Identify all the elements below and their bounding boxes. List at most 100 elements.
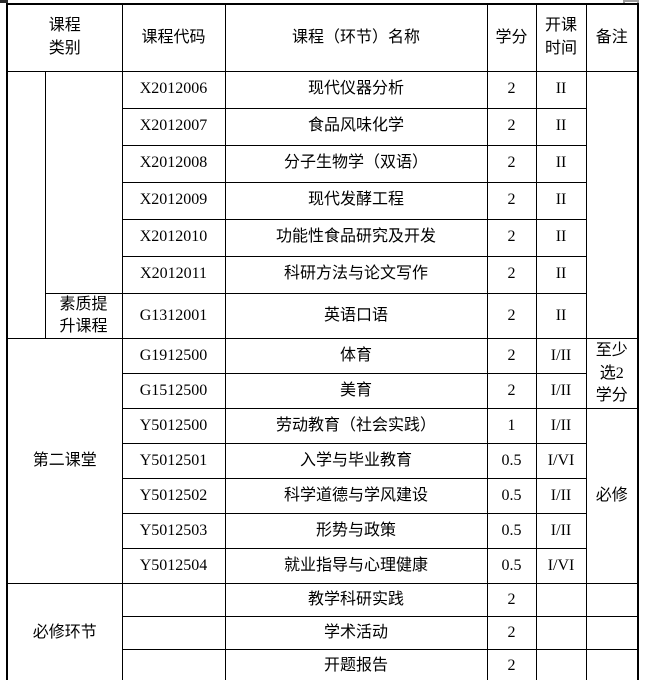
course-code-cell: Y5012501	[121, 443, 226, 480]
time-cell: II	[535, 144, 587, 183]
course-name-cell: 功能性食品研究及开发	[224, 218, 488, 257]
credits-cell: 2	[486, 292, 537, 340]
category-cell-second-classroom: 第二课堂	[6, 338, 123, 585]
credits-cell: 2	[486, 181, 537, 220]
table-row: 学术活动 2	[7, 616, 639, 651]
table-row: 素质提 升课程 G1312001 英语口语 2 II	[7, 292, 638, 340]
course-name-cell: 科研方法与论文写作	[224, 255, 488, 294]
credits-cell: 0.5	[486, 478, 537, 515]
credits-cell: 2	[486, 144, 537, 183]
credits-cell: 2	[486, 107, 537, 146]
header-credits: 学分	[486, 3, 537, 72]
time-cell: I/II	[535, 338, 587, 375]
course-code-cell: Y5012504	[121, 548, 226, 585]
course-name-cell: 劳动教育（社会实践）	[224, 408, 488, 445]
header-row: 课程 类别 课程代码 课程（环节）名称 学分 开课 时间 备注	[6, 3, 639, 72]
credits-cell: 1	[486, 408, 537, 445]
table-row: X2012010 功能性食品研究及开发 2 II	[7, 218, 638, 257]
credits-cell: 2	[486, 649, 537, 680]
credits-cell: 2	[486, 255, 537, 294]
table-row: Y5012502 科学道德与学风建设 0.5 I/II	[7, 478, 638, 515]
course-name-cell: 教学科研实践	[224, 583, 488, 618]
table-row: X2012006 现代仪器分析 2 II	[6, 70, 639, 340]
course-name-cell: 现代发酵工程	[224, 181, 488, 220]
table-row: X2012007 食品风味化学 2 II	[7, 107, 638, 146]
time-cell: II	[535, 255, 587, 294]
credits-cell: 2	[486, 218, 537, 257]
course-name-cell: 英语口语	[224, 292, 488, 340]
header-category: 课程 类别	[6, 3, 123, 72]
time-cell	[535, 649, 587, 680]
table-row: 第二课堂 G1912500 体育 2 I/II 至少 选2 学分	[6, 338, 639, 585]
table-row: Y5012504 就业指导与心理健康 0.5 I/VI	[7, 548, 638, 585]
table-row: Y5012503 形势与政策 0.5 I/II	[7, 513, 638, 550]
course-name-cell: 形势与政策	[224, 513, 488, 550]
credits-cell: 0.5	[486, 513, 537, 550]
table-row: 开题报告 2	[7, 649, 639, 680]
remark-cell-required: 必修	[585, 408, 639, 585]
curriculum-table: 课程 类别 课程代码 课程（环节）名称 学分 开课 时间 备注 X2012006…	[6, 3, 640, 680]
category-cell-section1-main	[6, 70, 46, 340]
time-cell: I/II	[535, 478, 587, 515]
credits-cell: 0.5	[486, 548, 537, 585]
remark-cell	[585, 583, 639, 618]
time-cell: II	[535, 70, 587, 109]
time-cell	[535, 583, 587, 618]
table-row: X2012008 分子生物学（双语） 2 II	[7, 144, 638, 183]
course-name-cell: 美育	[224, 373, 488, 410]
course-name-cell: 学术活动	[224, 616, 488, 651]
header-time: 开课 时间	[535, 3, 587, 72]
course-code-cell: Y5012500	[121, 408, 226, 445]
course-name-cell: 就业指导与心理健康	[224, 548, 488, 585]
credits-cell: 0.5	[486, 443, 537, 480]
course-name-cell: 科学道德与学风建设	[224, 478, 488, 515]
course-name-cell: 分子生物学（双语）	[224, 144, 488, 183]
category-cell-required-stages: 必修环节	[6, 583, 123, 680]
course-code-cell	[121, 616, 226, 651]
table-row: 必修环节 教学科研实践 2	[6, 583, 639, 680]
course-code-cell: X2012011	[121, 255, 226, 294]
course-code-cell	[121, 583, 226, 618]
header-course-code: 课程代码	[121, 3, 226, 72]
time-cell: I/VI	[535, 548, 587, 585]
course-code-cell: X2012006	[121, 70, 226, 109]
time-cell	[535, 616, 587, 651]
time-cell: II	[535, 107, 587, 146]
time-cell: II	[535, 218, 587, 257]
credits-cell: 2	[486, 338, 537, 375]
course-code-cell: Y5012502	[121, 478, 226, 515]
course-name-cell: 现代仪器分析	[224, 70, 488, 109]
table-row: X2012011 科研方法与论文写作 2 II	[7, 255, 638, 294]
course-code-cell: G1312001	[121, 292, 226, 340]
header-course-name: 课程（环节）名称	[224, 3, 488, 72]
category-cell-quality-improvement: 素质提 升课程	[44, 292, 123, 340]
remark-cell-min-credits: 至少 选2 学分	[585, 338, 639, 410]
time-cell: I/VI	[535, 443, 587, 480]
course-name-cell: 入学与毕业教育	[224, 443, 488, 480]
time-cell: I/II	[535, 513, 587, 550]
course-code-cell: G1512500	[121, 373, 226, 410]
course-code-cell: X2012007	[121, 107, 226, 146]
remark-cell-section1	[585, 70, 639, 340]
course-code-cell: X2012009	[121, 181, 226, 220]
course-code-cell: X2012010	[121, 218, 226, 257]
time-cell: II	[535, 181, 587, 220]
table-row: Y5012501 入学与毕业教育 0.5 I/VI	[7, 443, 638, 480]
course-code-cell: X2012008	[121, 144, 226, 183]
course-name-cell: 体育	[224, 338, 488, 375]
scan-artifact-top-right	[623, 0, 639, 5]
credits-cell: 2	[486, 616, 537, 651]
table-row: G1512500 美育 2 I/II	[7, 373, 638, 410]
course-name-cell: 开题报告	[224, 649, 488, 680]
time-cell: I/II	[535, 408, 587, 445]
time-cell: I/II	[535, 373, 587, 410]
remark-cell	[585, 649, 639, 680]
course-name-cell: 食品风味化学	[224, 107, 488, 146]
scan-artifact-top-left	[0, 0, 8, 3]
header-remark: 备注	[585, 3, 639, 72]
remark-cell	[585, 616, 639, 651]
course-code-cell	[121, 649, 226, 680]
category-cell-section1-sub	[44, 70, 123, 294]
course-code-cell: Y5012503	[121, 513, 226, 550]
